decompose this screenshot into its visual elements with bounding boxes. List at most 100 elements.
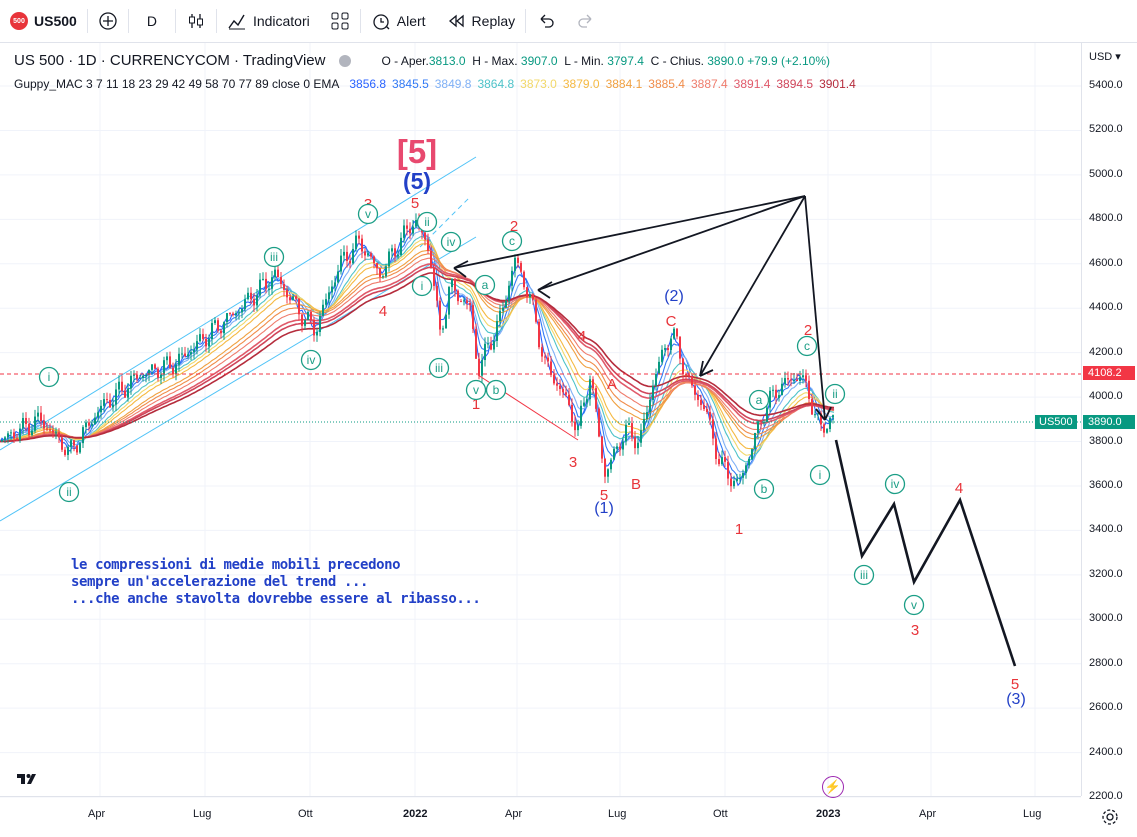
low-value: 3797.4 [607, 53, 644, 68]
ema-line [0, 239, 835, 456]
wave-label: 4 [578, 328, 586, 345]
channel-upper-line [0, 156, 477, 451]
interval-button[interactable]: D [129, 0, 175, 42]
candle-body [16, 438, 18, 441]
candle-body [499, 310, 501, 322]
price-tick: 2200.0 [1089, 790, 1123, 802]
symbol-search[interactable]: 500 US500 [0, 0, 87, 42]
candle-body [340, 255, 342, 272]
candle-body [316, 331, 318, 336]
arrowhead [537, 281, 553, 299]
candle-body [94, 417, 96, 424]
candle-body [742, 472, 744, 478]
candle-body [55, 432, 57, 434]
price-tick: 4200.0 [1089, 345, 1123, 358]
candle-body [322, 304, 324, 316]
candle-body [754, 432, 756, 450]
candle-body [532, 294, 534, 300]
black-arrows [453, 195, 832, 421]
wave-label: 2 [510, 218, 518, 235]
arrow-line [804, 195, 826, 421]
tradingview-logo-icon[interactable] [13, 766, 43, 792]
candle-body [778, 395, 780, 398]
candle-body [292, 296, 294, 301]
templates-button[interactable] [320, 0, 360, 42]
price-tick: 4400.0 [1089, 301, 1123, 314]
candle-body [25, 418, 27, 425]
candle-body [268, 288, 270, 290]
candle-body [733, 480, 735, 487]
candle-body [526, 287, 528, 298]
close-label: C - Chius. [650, 53, 704, 68]
candle-body [52, 430, 54, 433]
candle-body [241, 309, 243, 313]
candle-body [397, 254, 399, 257]
candle-body [523, 271, 525, 288]
price-tick: 5000.0 [1089, 167, 1123, 180]
candle-body [631, 423, 633, 438]
ema-line [0, 230, 835, 473]
chart-type-button[interactable] [176, 0, 216, 42]
candle-body [442, 328, 444, 330]
candle-body [760, 421, 762, 423]
candle-body [700, 399, 702, 405]
candles-icon [188, 14, 203, 28]
candle-body [469, 303, 471, 306]
compare-symbol-button[interactable] [88, 0, 128, 42]
candle-body [529, 294, 531, 298]
wave-circle-label: i [421, 279, 424, 293]
candle-body [244, 299, 246, 310]
candle-body [199, 334, 201, 342]
alarm-clock-icon [373, 14, 390, 30]
candle-body [1, 439, 3, 442]
wave-label: (3) [1006, 691, 1026, 708]
candle-body [211, 323, 213, 340]
lightning-icon[interactable]: ⚡ [822, 776, 844, 798]
candle-body [100, 405, 102, 413]
price-chart[interactable]: [5](5)3541235(1)BAC(2)412435(3)iiiiiiivv… [0, 43, 1137, 836]
candle-body [751, 449, 753, 459]
candle-body [70, 440, 72, 447]
candle-body [487, 343, 489, 345]
candle-body [214, 320, 216, 324]
wave-circle [853, 564, 875, 586]
candle-body [238, 312, 240, 314]
candle-body [313, 319, 315, 336]
wave-label: 5 [1011, 676, 1019, 693]
candle-body [319, 315, 321, 332]
candle-body [28, 424, 30, 436]
candle-body [280, 277, 282, 285]
candle-body [217, 320, 219, 331]
candle-body [229, 313, 231, 315]
ema-value: 3885.4 [648, 77, 685, 91]
candle-body [256, 295, 258, 306]
settings-button[interactable] [1082, 797, 1137, 836]
candle-body [709, 412, 711, 420]
low-label: L - Min. [564, 53, 604, 68]
candle-body [736, 478, 738, 481]
price-axis[interactable]: USD ▾ 5400.0 5200.0 5000.0 4800.0 4600.0 4400… [1081, 43, 1137, 802]
candle-body [310, 311, 312, 320]
candle-body [802, 375, 804, 378]
wave-label: B [631, 476, 641, 493]
indicator-legend[interactable]: Guppy_MAC 3 7 11 18 23 29 42 49 58 70 77… [14, 77, 856, 91]
candle-body [406, 225, 408, 229]
candle-body [271, 277, 273, 289]
currency-selector[interactable]: USD ▾ [1089, 51, 1121, 63]
indicator-name: Guppy_MAC 3 7 11 18 23 29 42 49 58 70 77… [14, 77, 340, 91]
time-axis[interactable]: Apr Lug Ott 2022 Apr Lug Ott 2023 Apr Lug [0, 796, 1081, 837]
candle-body [625, 424, 627, 442]
redo-button[interactable] [566, 0, 606, 42]
candle-body [559, 385, 561, 390]
candle-body [178, 353, 180, 365]
alert-button[interactable]: Alert [361, 0, 436, 42]
high-label: H - Max. [472, 53, 518, 68]
replay-button[interactable]: Replay [436, 0, 526, 42]
candle-body [325, 299, 327, 305]
indicators-button[interactable]: Indicatori [217, 0, 320, 42]
undo-button[interactable] [526, 0, 566, 42]
candle-body [301, 314, 303, 326]
ema-values: 3856.8 3845.5 3849.8 3864.8 3873.0 3879.0 3884… [343, 77, 855, 91]
arrow-line [537, 195, 806, 291]
candle-body [589, 379, 591, 400]
